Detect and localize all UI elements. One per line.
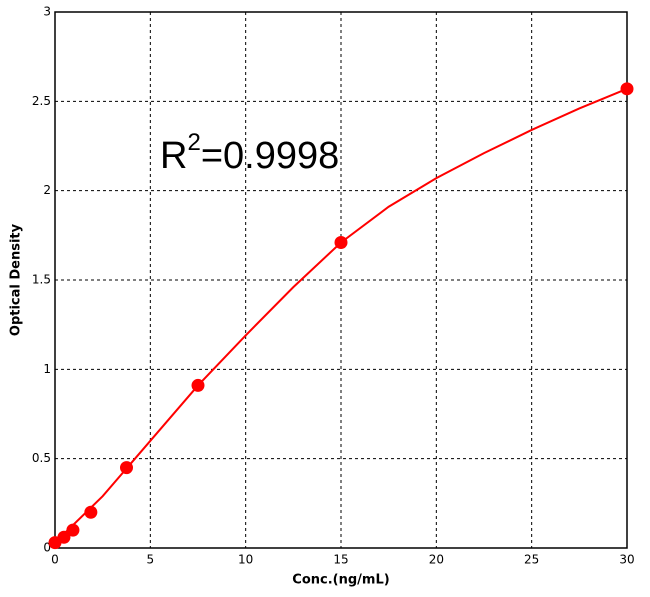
- data-point: [334, 235, 348, 249]
- x-axis-title: Conc.(ng/mL): [292, 573, 389, 588]
- y-tick-label: 2: [43, 183, 51, 197]
- x-tick-label: 25: [524, 553, 539, 567]
- plot-frame: [54, 11, 628, 549]
- y-tick-label: 3: [43, 5, 51, 19]
- r: R: [160, 135, 187, 177]
- x-tick-label: 10: [238, 553, 253, 567]
- x-tick-label: 0: [51, 553, 59, 567]
- x-tick-label: 30: [619, 553, 634, 567]
- data-point: [120, 461, 133, 475]
- y-tick-label: 2.5: [32, 94, 51, 108]
- x-tick-label: 15: [333, 553, 348, 567]
- y-tick-label: 1: [43, 362, 51, 376]
- data-point: [66, 523, 80, 537]
- data-point: [57, 530, 71, 544]
- data-point: [191, 378, 205, 392]
- x-tick-label: 20: [429, 553, 444, 567]
- r-value: =0.9998: [201, 135, 339, 177]
- y-axis-title: Optical Density: [9, 223, 24, 336]
- y-tick-label: 1.5: [32, 273, 51, 287]
- data-point: [620, 82, 634, 96]
- data-point: [84, 505, 98, 519]
- sup: 2: [187, 129, 200, 156]
- r-squared: R2=0.9998: [160, 129, 339, 177]
- y-tick-label: 0: [43, 541, 51, 555]
- y-tick-label: 0.5: [32, 451, 51, 465]
- x-tick-label: 5: [147, 553, 155, 567]
